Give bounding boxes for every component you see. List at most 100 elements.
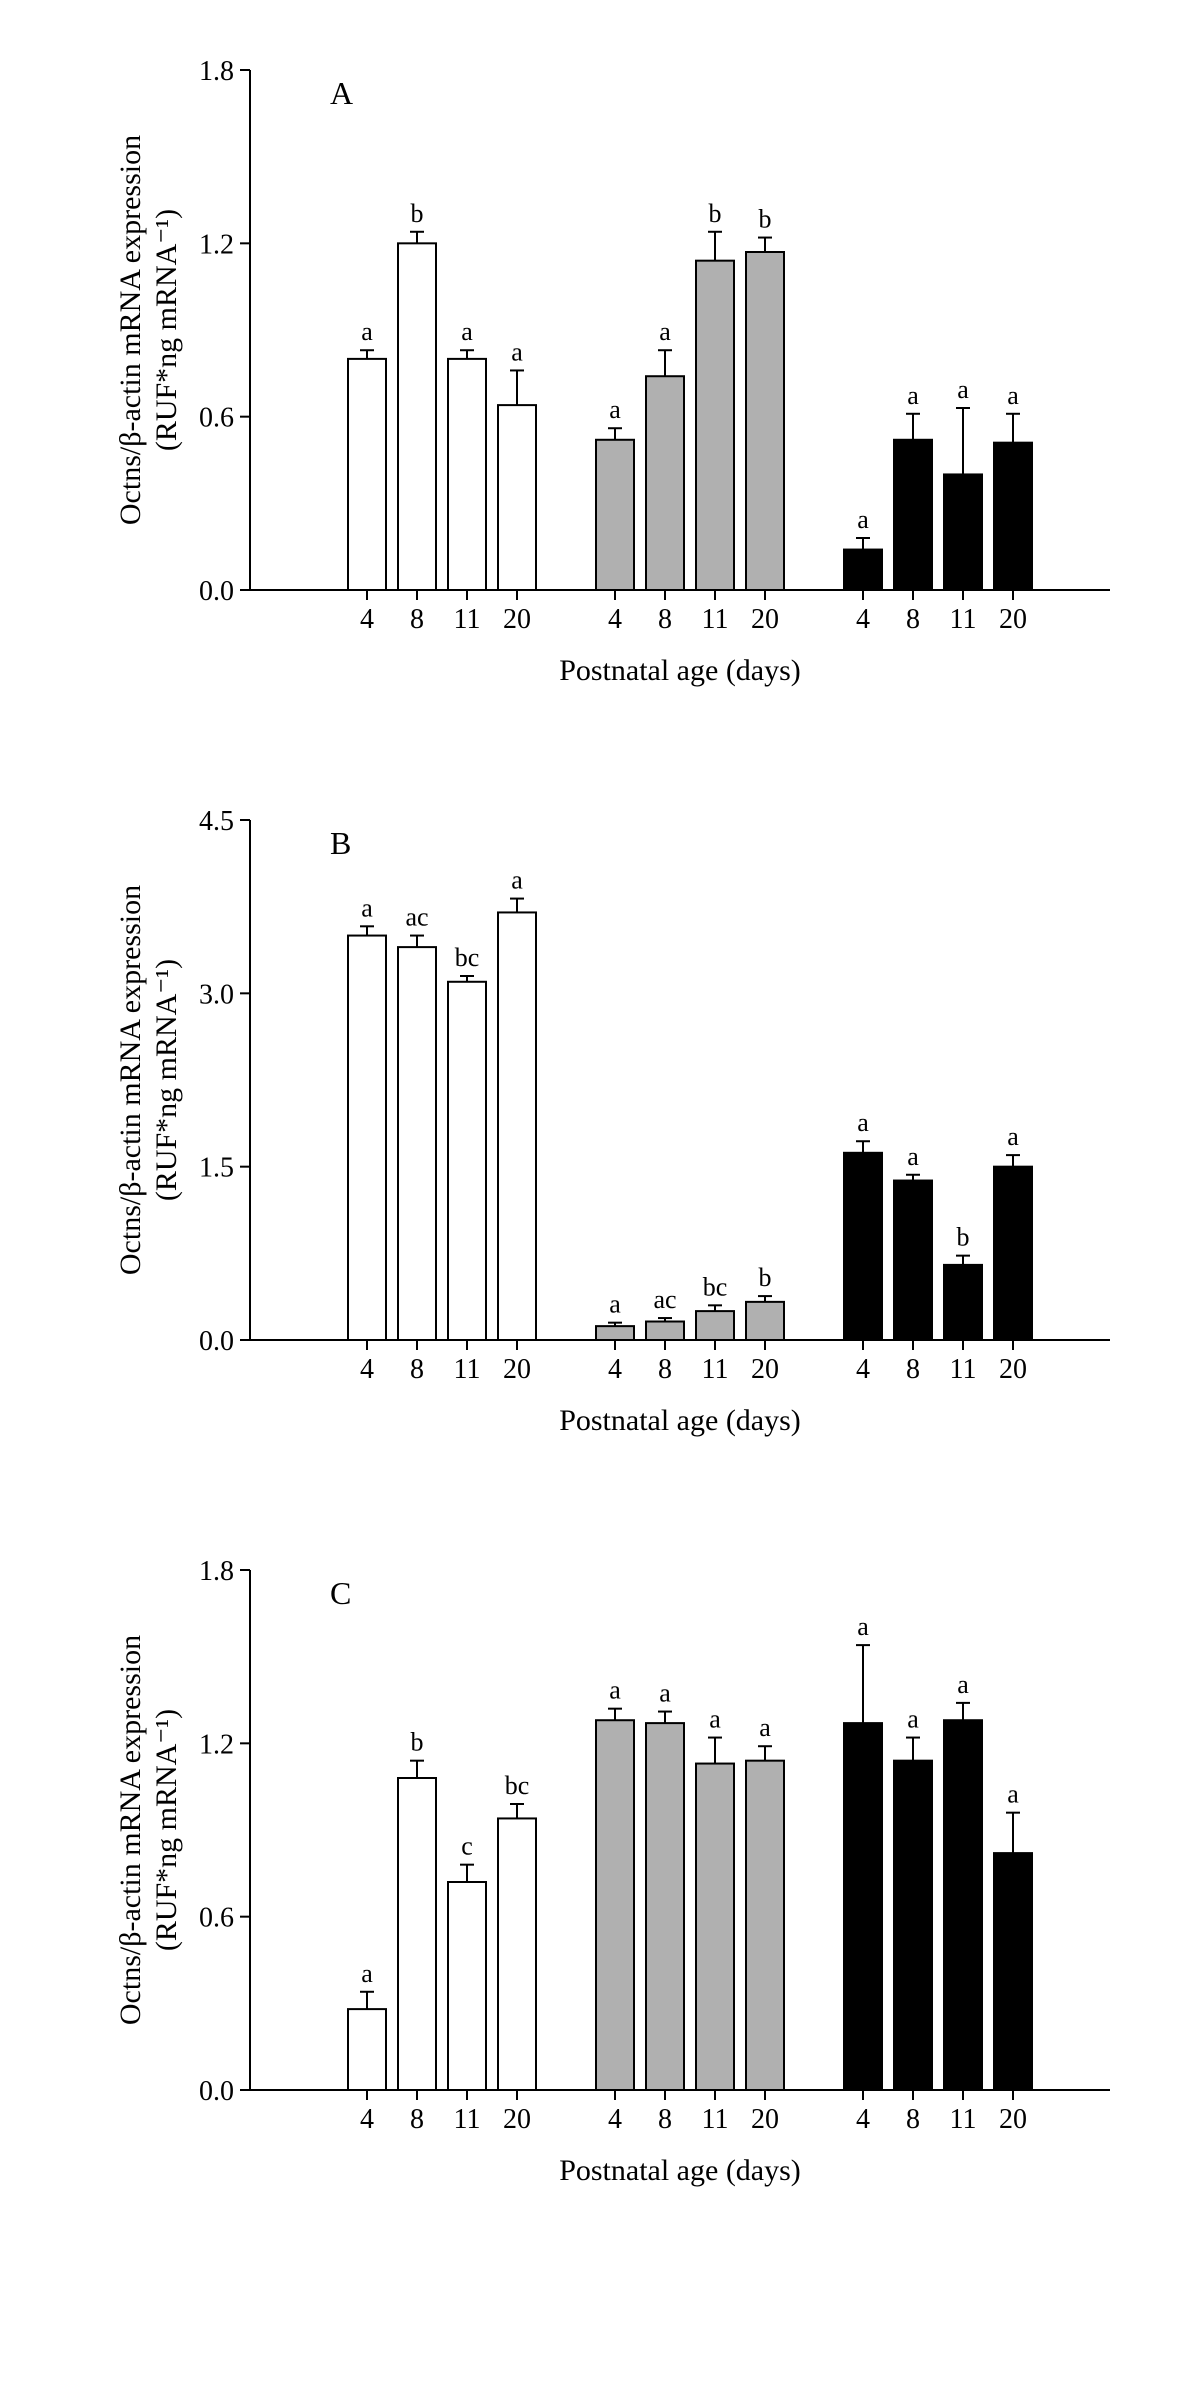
y-tick-label: 0.6 — [199, 403, 234, 434]
bar — [348, 936, 386, 1340]
x-tick-label: 11 — [950, 2104, 977, 2135]
bar — [398, 1778, 436, 2090]
sig-label: a — [659, 1679, 671, 1708]
y-axis-label-2: (RUF*ng mRNA⁻¹) — [150, 959, 183, 1201]
x-tick-label: 11 — [702, 604, 729, 635]
bar — [448, 359, 486, 590]
sig-label: bc — [455, 943, 480, 972]
sig-label: a — [857, 1612, 869, 1641]
bar — [994, 1853, 1032, 2090]
panel-letter: C — [330, 1575, 351, 1611]
x-tick-label: 4 — [360, 604, 374, 635]
sig-label: a — [957, 375, 969, 404]
bar — [448, 982, 486, 1340]
bar — [398, 947, 436, 1340]
sig-label: b — [759, 205, 772, 234]
sig-label: ac — [653, 1285, 676, 1314]
bar — [994, 443, 1032, 590]
x-tick-label: 4 — [360, 1354, 374, 1385]
sig-label: a — [1007, 1780, 1019, 1809]
sig-label: bc — [505, 1771, 530, 1800]
sig-label: a — [857, 505, 869, 534]
panel-A: 0.00.61.21.8Octns/β-actin mRNA expressio… — [100, 20, 1100, 710]
panel-C-svg: 0.00.61.21.8Octns/β-actin mRNA expressio… — [100, 1520, 1150, 2210]
sig-label: b — [411, 1728, 424, 1757]
y-tick-label: 0.0 — [199, 576, 234, 607]
bar — [646, 1322, 684, 1340]
x-tick-label: 20 — [999, 2104, 1027, 2135]
bar — [596, 1326, 634, 1340]
bar — [398, 243, 436, 590]
x-tick-label: 20 — [751, 604, 779, 635]
sig-label: a — [907, 381, 919, 410]
sig-label: bc — [703, 1272, 728, 1301]
y-tick-label: 4.5 — [199, 806, 234, 837]
panel-B: 0.01.53.04.5Octns/β-actin mRNA expressio… — [100, 770, 1100, 1460]
x-tick-label: 8 — [906, 604, 920, 635]
bar — [944, 1265, 982, 1340]
sig-label: a — [609, 1290, 621, 1319]
x-tick-label: 8 — [410, 604, 424, 635]
y-axis-label-1: Octns/β-actin mRNA expression — [114, 885, 147, 1275]
sig-label: ac — [405, 903, 428, 932]
sig-label: a — [361, 317, 373, 346]
sig-label: b — [411, 199, 424, 228]
sig-label: a — [1007, 1122, 1019, 1151]
bar — [498, 912, 536, 1340]
sig-label: a — [907, 1142, 919, 1171]
x-tick-label: 11 — [454, 2104, 481, 2135]
x-tick-label: 11 — [702, 2104, 729, 2135]
bar — [894, 440, 932, 590]
y-tick-label: 1.5 — [199, 1153, 234, 1184]
bar — [596, 1720, 634, 2090]
sig-label: b — [957, 1223, 970, 1252]
bar — [498, 405, 536, 590]
bar — [746, 1302, 784, 1340]
sig-label: b — [759, 1263, 772, 1292]
bar — [746, 1761, 784, 2090]
x-tick-label: 4 — [856, 604, 870, 635]
bar — [746, 252, 784, 590]
y-tick-label: 1.8 — [199, 56, 234, 87]
bar — [696, 1764, 734, 2090]
x-tick-label: 4 — [608, 2104, 622, 2135]
bar — [696, 261, 734, 590]
sig-label: a — [511, 337, 523, 366]
sig-label: a — [907, 1705, 919, 1734]
x-tick-label: 4 — [856, 2104, 870, 2135]
bar — [994, 1167, 1032, 1340]
y-tick-label: 0.0 — [199, 2076, 234, 2107]
sig-label: a — [857, 1108, 869, 1137]
sig-label: a — [361, 893, 373, 922]
x-tick-label: 8 — [658, 2104, 672, 2135]
x-tick-label: 8 — [658, 1354, 672, 1385]
x-tick-label: 11 — [454, 604, 481, 635]
panel-letter: B — [330, 825, 351, 861]
sig-label: a — [609, 1676, 621, 1705]
sig-label: a — [461, 317, 473, 346]
bar — [944, 474, 982, 590]
sig-label: a — [361, 1959, 373, 1988]
x-tick-label: 8 — [906, 2104, 920, 2135]
y-tick-label: 0.0 — [199, 1326, 234, 1357]
y-tick-label: 0.6 — [199, 1903, 234, 1934]
x-tick-label: 4 — [856, 1354, 870, 1385]
x-tick-label: 8 — [658, 604, 672, 635]
x-axis-label: Postnatal age (days) — [559, 2154, 801, 2187]
bar — [448, 1882, 486, 2090]
x-tick-label: 20 — [503, 604, 531, 635]
panel-A-svg: 0.00.61.21.8Octns/β-actin mRNA expressio… — [100, 20, 1150, 710]
figure-container: 0.0 0.6 1.2 1.8 Octns/β-actin mRNA expressio… — [0, 0, 1200, 2290]
sig-label: a — [709, 1705, 721, 1734]
x-tick-label: 20 — [999, 604, 1027, 635]
sig-label: b — [709, 199, 722, 228]
y-tick-label: 1.2 — [199, 229, 234, 260]
panel-C: 0.00.61.21.8Octns/β-actin mRNA expressio… — [100, 1520, 1100, 2210]
x-tick-label: 11 — [454, 1354, 481, 1385]
x-tick-label: 11 — [950, 1354, 977, 1385]
panel-letter: A — [330, 75, 353, 111]
sig-label: a — [759, 1713, 771, 1742]
x-tick-label: 20 — [999, 1354, 1027, 1385]
bar — [498, 1818, 536, 2090]
bar — [596, 440, 634, 590]
